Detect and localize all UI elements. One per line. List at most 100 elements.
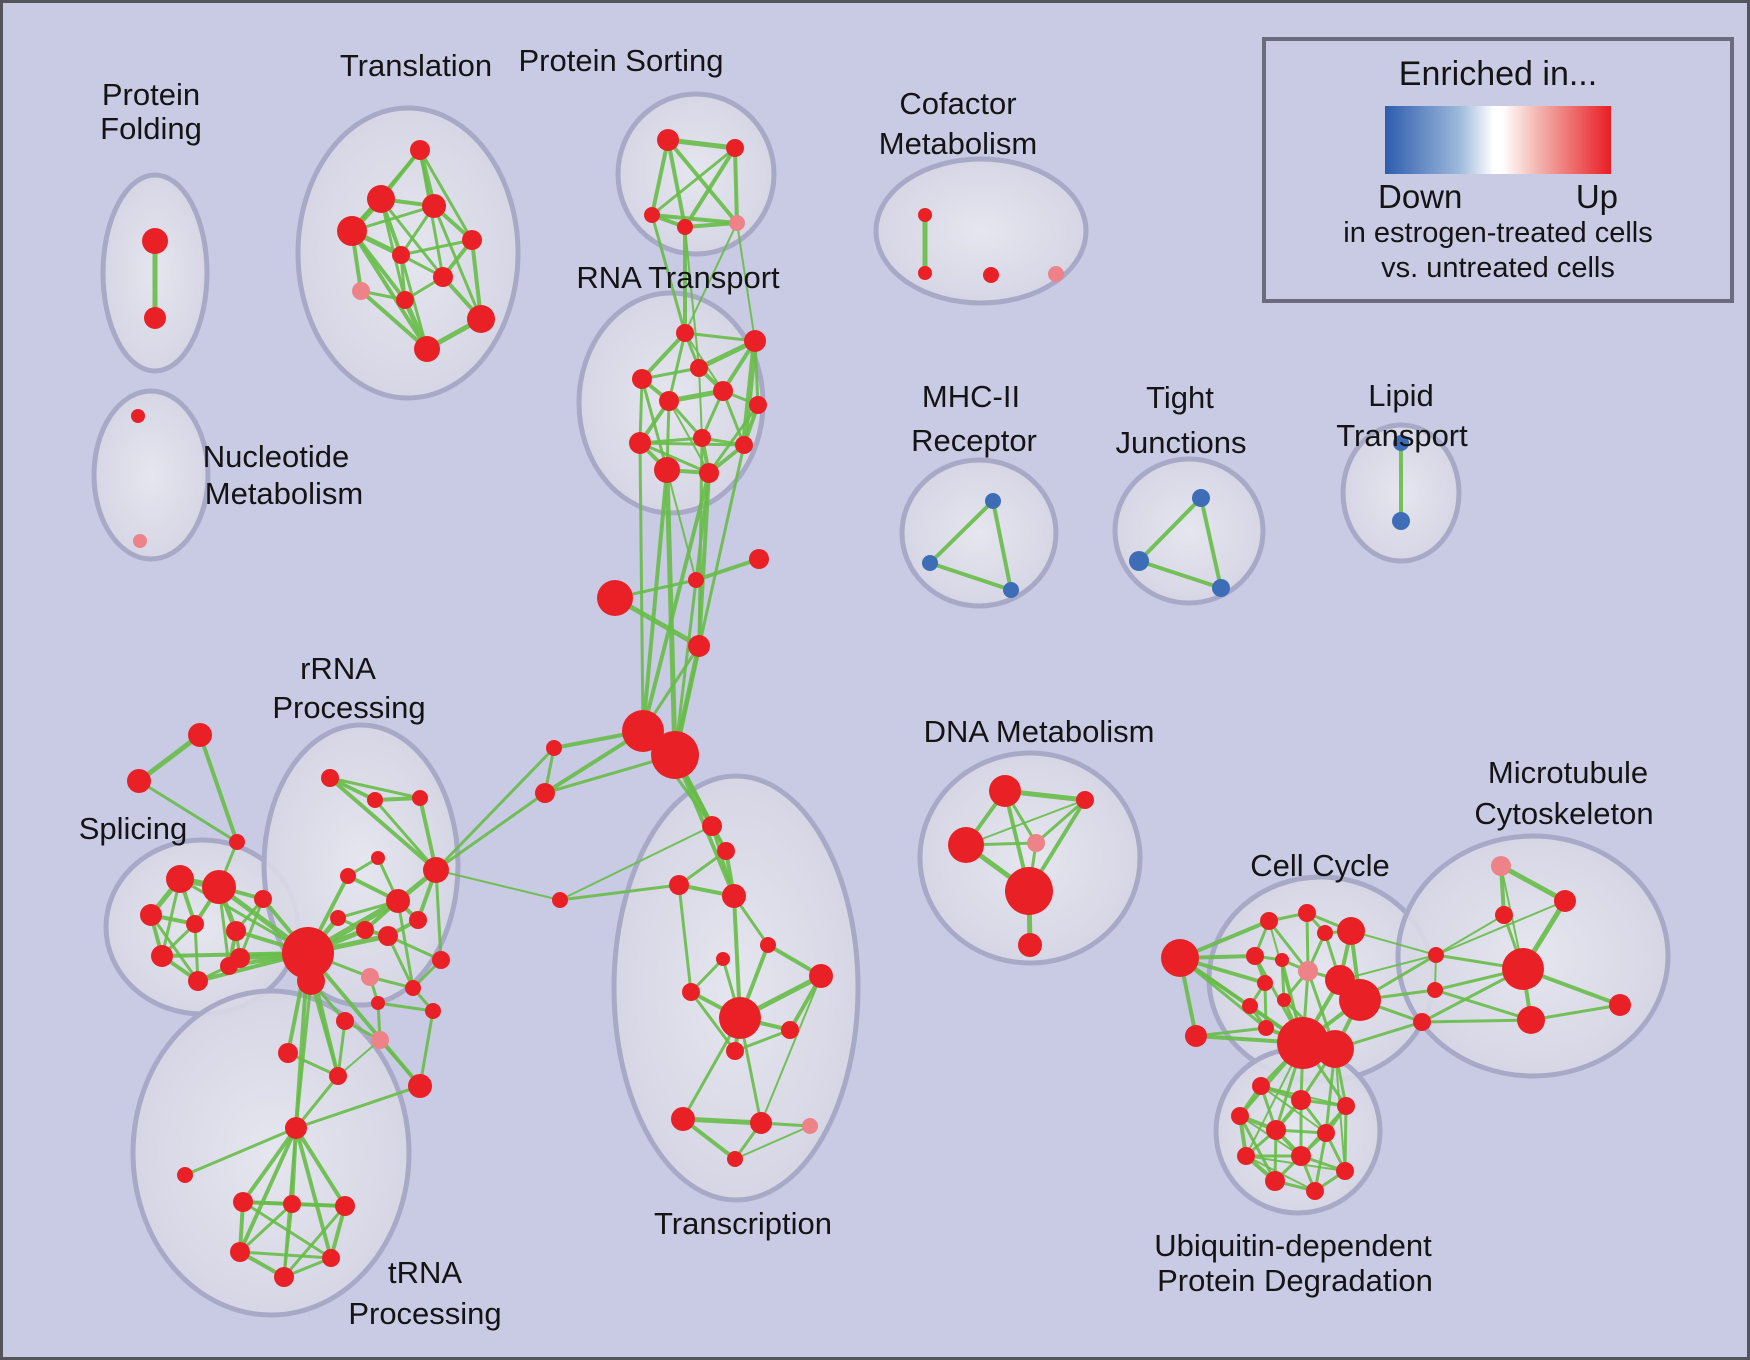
edge [677, 883, 693, 994]
gene-set-node [131, 409, 145, 423]
gene-set-node [1003, 582, 1019, 598]
cluster-label-microtubule-cytoskeleton: Microtubule [1488, 755, 1648, 790]
gene-set-node [467, 305, 495, 333]
gene-set-node [716, 952, 730, 966]
gene-set-node [1237, 1147, 1255, 1165]
gene-set-node [750, 1112, 772, 1134]
cluster-label-nucleotide-metabolism: Metabolism [205, 476, 364, 511]
gene-set-node [729, 215, 745, 231]
gene-set-node [1495, 906, 1513, 924]
gene-set-node [409, 911, 427, 929]
legend-caption-line2: vs. untreated cells [1381, 252, 1615, 285]
gene-set-node [335, 1196, 355, 1216]
gene-set-node [727, 1151, 743, 1167]
gene-set-node [1393, 435, 1409, 451]
edge [736, 222, 756, 342]
gene-set-node [1609, 994, 1631, 1016]
cluster-label-protein-sorting: Protein Sorting [518, 43, 723, 78]
gene-set-node [282, 927, 334, 979]
gene-set-node [378, 926, 398, 946]
edge [183, 1126, 298, 1177]
gene-set-node [371, 996, 385, 1010]
edge [666, 469, 697, 581]
edge [418, 1009, 435, 1088]
gene-set-node [726, 1042, 744, 1060]
gene-set-node [552, 892, 568, 908]
edge [241, 1126, 298, 1204]
edge [734, 1125, 811, 1160]
gene-set-node [1027, 834, 1045, 852]
cluster-label-tight-junctions: Junctions [1116, 425, 1247, 460]
gene-set-node [1129, 551, 1149, 571]
gene-set-node [1291, 1146, 1311, 1166]
gene-set-node [337, 216, 367, 246]
edge [137, 779, 239, 844]
gene-set-node [177, 1167, 193, 1183]
edge [666, 138, 739, 225]
cluster-label-protein-folding: Folding [100, 111, 202, 146]
gene-set-node [802, 1118, 818, 1134]
cluster-label-mhc-ii-receptor: MHC-II [922, 379, 1020, 414]
edge [1199, 496, 1223, 590]
gene-set-node [1517, 1006, 1545, 1034]
gene-set-node [922, 555, 938, 571]
edge [1137, 559, 1223, 590]
gene-set-node [1291, 1090, 1311, 1110]
cluster-label-ubiquitin-dependent-protein-degradation: Protein Degradation [1157, 1263, 1433, 1298]
gene-set-node [726, 139, 744, 157]
gene-set-node [1317, 1124, 1335, 1142]
gene-set-node [744, 330, 766, 352]
edge [1498, 863, 1568, 904]
gene-set-node [1413, 1013, 1431, 1031]
gene-set-node [1298, 904, 1316, 922]
edge [965, 799, 1086, 846]
gene-set-node [719, 997, 761, 1039]
gene-set-node [1161, 939, 1199, 977]
edge [667, 331, 687, 403]
edge [238, 897, 265, 960]
edge [294, 1126, 333, 1260]
legend-down-label: Down [1378, 178, 1463, 215]
edge [328, 776, 438, 872]
edge [683, 221, 739, 229]
gene-set-node [669, 875, 689, 895]
edge [558, 883, 681, 902]
gene-set-node [1306, 1182, 1324, 1200]
cluster-label-mhc-ii-receptor: Receptor [911, 423, 1037, 458]
cluster-label-lipid-transport: Transport [1336, 418, 1468, 453]
gene-set-node [644, 207, 660, 223]
gene-set-node [717, 842, 735, 860]
gene-set-node [918, 266, 932, 280]
legend-endpoint-labels: Down Up [1378, 178, 1618, 216]
legend-up-label: Up [1575, 178, 1618, 215]
edge [741, 338, 758, 448]
edge [294, 1074, 340, 1130]
gene-set-node [690, 359, 708, 377]
edge [680, 1116, 764, 1126]
gene-set-node [133, 534, 147, 548]
edge [432, 204, 483, 321]
gene-set-node [657, 129, 679, 151]
edge [337, 1039, 381, 1077]
gene-set-node [1316, 1030, 1354, 1068]
gene-set-node [722, 884, 746, 908]
gene-set-node [425, 1003, 441, 1019]
cluster-ellipse-nucleotide-metabolism [91, 388, 211, 562]
cluster-ellipse-mhc-ii-receptor [899, 457, 1059, 609]
edge [650, 138, 670, 217]
edge [694, 557, 761, 582]
cluster-label-ubiquitin-dependent-protein-degradation: Ubiquitin-dependent [1154, 1228, 1432, 1263]
legend-caption-line1: in estrogen-treated cells [1343, 217, 1653, 249]
cluster-label-cofactor-metabolism: Metabolism [879, 126, 1038, 161]
gene-set-node [408, 1074, 432, 1098]
gene-set-node [188, 723, 212, 747]
gene-set-node [229, 834, 245, 850]
gene-set-node [361, 968, 379, 986]
gene-set-node [1260, 912, 1278, 930]
edge [435, 869, 561, 901]
gene-set-node [682, 983, 700, 1001]
gene-set-node [1048, 266, 1064, 282]
gene-set-node [622, 710, 664, 752]
edge [760, 975, 822, 1124]
gene-set-node [918, 208, 932, 222]
